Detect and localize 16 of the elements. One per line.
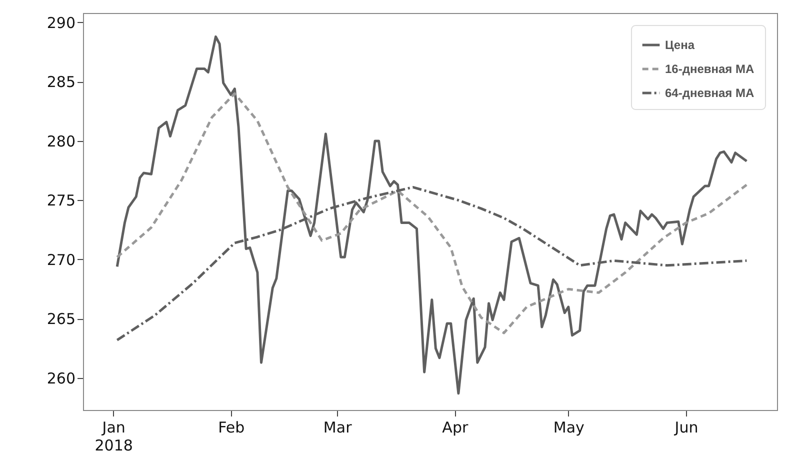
y-tick-label: 275 (46, 192, 76, 210)
y-tick-label: 260 (46, 370, 76, 388)
y-tick-label: 270 (46, 250, 76, 269)
y-tick-label: 280 (46, 132, 76, 150)
x-tick-label: Jan 2018 (94, 418, 133, 454)
x-tick-label: Mar (323, 418, 353, 436)
legend-label: Цена (665, 38, 695, 52)
legend-label: 64-дневная MA (665, 86, 755, 100)
x-tick-label: Apr (442, 418, 469, 436)
x-tick-label: Jun (674, 418, 698, 436)
y-tick-label: 265 (46, 310, 76, 328)
x-tick-label: May (553, 418, 585, 436)
x-tick-label: Feb (218, 418, 245, 436)
legend-label: 16-дневная MA (665, 62, 755, 76)
y-tick-label: 290 (46, 14, 76, 32)
y-tick-label: 285 (46, 73, 76, 92)
